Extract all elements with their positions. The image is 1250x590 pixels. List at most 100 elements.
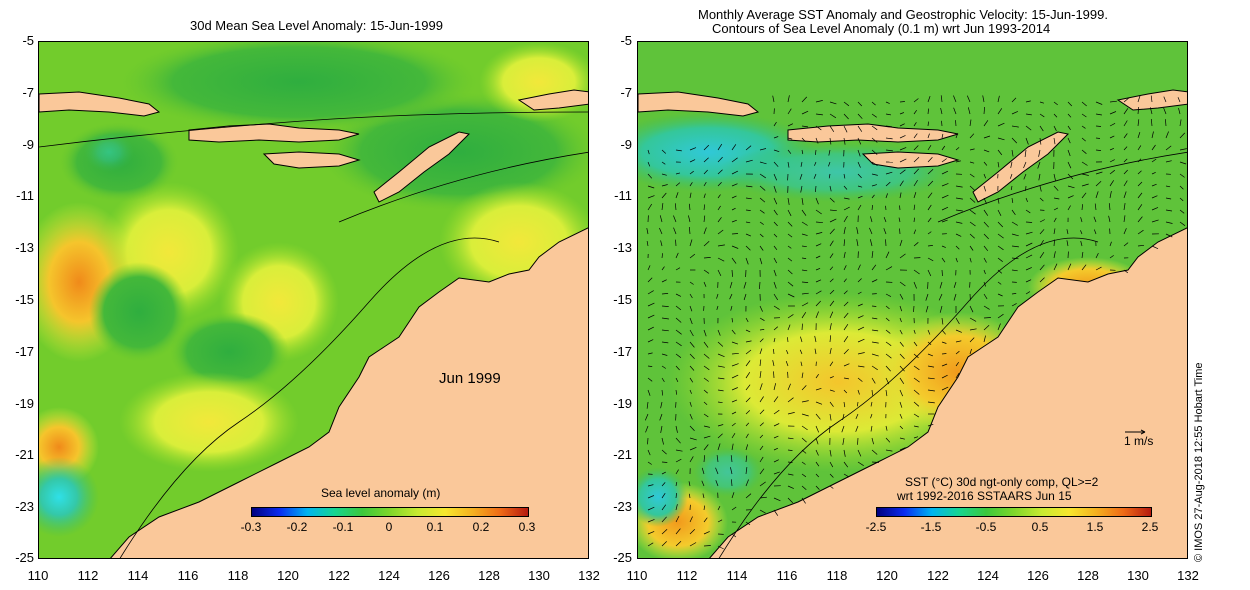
velocity-vector (815, 149, 817, 155)
velocity-vector (745, 233, 752, 237)
velocity-vector (745, 410, 751, 415)
velocity-vector (1109, 147, 1115, 151)
velocity-vector (787, 221, 793, 227)
velocity-vector (661, 253, 663, 259)
velocity-vector (939, 281, 943, 289)
velocity-vector (1011, 125, 1019, 128)
velocity-vector (983, 269, 986, 275)
velocity-vector (661, 192, 667, 199)
velocity-vector (689, 389, 692, 394)
velocity-vector (997, 209, 1002, 216)
velocity-vector (703, 193, 706, 199)
velocity-vector (772, 95, 775, 103)
velocity-vector (899, 205, 901, 211)
velocity-vector (857, 291, 862, 295)
velocity-vector (773, 396, 779, 403)
velocity-vector (801, 449, 807, 454)
velocity-vector (689, 329, 694, 337)
velocity-vector (717, 181, 722, 187)
velocity-vector (703, 505, 706, 511)
velocity-vector (913, 242, 919, 247)
velocity-vector (1137, 204, 1143, 211)
velocity-vector (815, 100, 823, 103)
velocity-vector (1179, 161, 1187, 165)
velocity-vector (759, 148, 767, 151)
velocity-vector (647, 161, 651, 167)
velocity-vector (927, 257, 934, 262)
velocity-vector (885, 171, 893, 175)
velocity-vector (689, 147, 697, 151)
velocity-vector (745, 455, 748, 463)
velocity-vector (1093, 229, 1097, 235)
velocity-vector (1109, 180, 1114, 187)
velocity-vector (969, 348, 972, 355)
velocity-vector (1053, 197, 1060, 200)
velocity-vector (1137, 216, 1143, 223)
velocity-vector (773, 245, 778, 251)
velocity-vector (969, 197, 976, 203)
velocity-vector (1123, 133, 1128, 139)
velocity-vector (815, 125, 822, 131)
velocity-vector (731, 183, 738, 187)
y-tick: -15 (15, 292, 34, 307)
velocity-vector (1010, 161, 1013, 168)
velocity-vector (1179, 221, 1186, 226)
velocity-vector (1025, 137, 1029, 145)
velocity-vector (647, 531, 655, 535)
velocity-vector (731, 492, 735, 499)
velocity-vector (703, 401, 708, 406)
velocity-vector (927, 245, 933, 247)
right-colorbar-ticks: -2.5 -1.5 -0.5 0.5 1.5 2.5 (856, 520, 1176, 536)
velocity-vector (997, 122, 1005, 127)
velocity-vector (843, 363, 850, 367)
velocity-vector (1151, 219, 1159, 223)
velocity-vector (703, 435, 711, 439)
velocity-vector (647, 185, 655, 189)
velocity-vector (969, 119, 972, 127)
velocity-vector (773, 233, 778, 238)
x-tick: 112 (77, 568, 99, 583)
velocity-vector (941, 183, 949, 187)
velocity-vector (645, 425, 649, 433)
velocity-vector (787, 161, 790, 168)
velocity-vector (675, 437, 681, 444)
velocity-vector (855, 425, 859, 432)
velocity-vector (913, 269, 920, 275)
velocity-vector (871, 161, 878, 166)
velocity-vector (969, 185, 975, 191)
velocity-vector (729, 293, 733, 300)
velocity-vector (927, 95, 931, 103)
velocity-vector (913, 157, 920, 163)
velocity-vector (661, 279, 667, 283)
velocity-vector (743, 281, 747, 289)
velocity-vector (969, 337, 975, 343)
velocity-vector (871, 279, 878, 283)
velocity-vector (1039, 125, 1044, 132)
velocity-vector (969, 161, 975, 164)
velocity-vector (955, 350, 960, 355)
velocity-vector (829, 348, 832, 355)
x-tick: 126 (1027, 568, 1049, 583)
velocity-vector (647, 302, 655, 307)
velocity-vector (661, 305, 669, 307)
velocity-vector (688, 203, 691, 211)
velocity-vector (828, 161, 831, 167)
velocity-vector (913, 341, 918, 347)
velocity-vector (1039, 219, 1045, 223)
velocity-vector (1109, 122, 1116, 127)
velocity-vector (773, 173, 778, 181)
velocity-vector (659, 227, 663, 235)
velocity-vector (745, 340, 752, 343)
velocity-vector (885, 113, 891, 116)
velocity-vector (644, 413, 649, 421)
velocity-vector (885, 329, 891, 334)
velocity-vector (871, 437, 874, 445)
velocity-vector (885, 365, 891, 372)
velocity-vector (1123, 146, 1128, 151)
x-tick: 122 (328, 568, 350, 583)
left-colorbar-tick: 0.1 (426, 520, 444, 534)
velocity-vector (815, 197, 819, 205)
velocity-vector (647, 449, 651, 456)
velocity-vector (730, 305, 733, 311)
velocity-vector (801, 302, 809, 307)
